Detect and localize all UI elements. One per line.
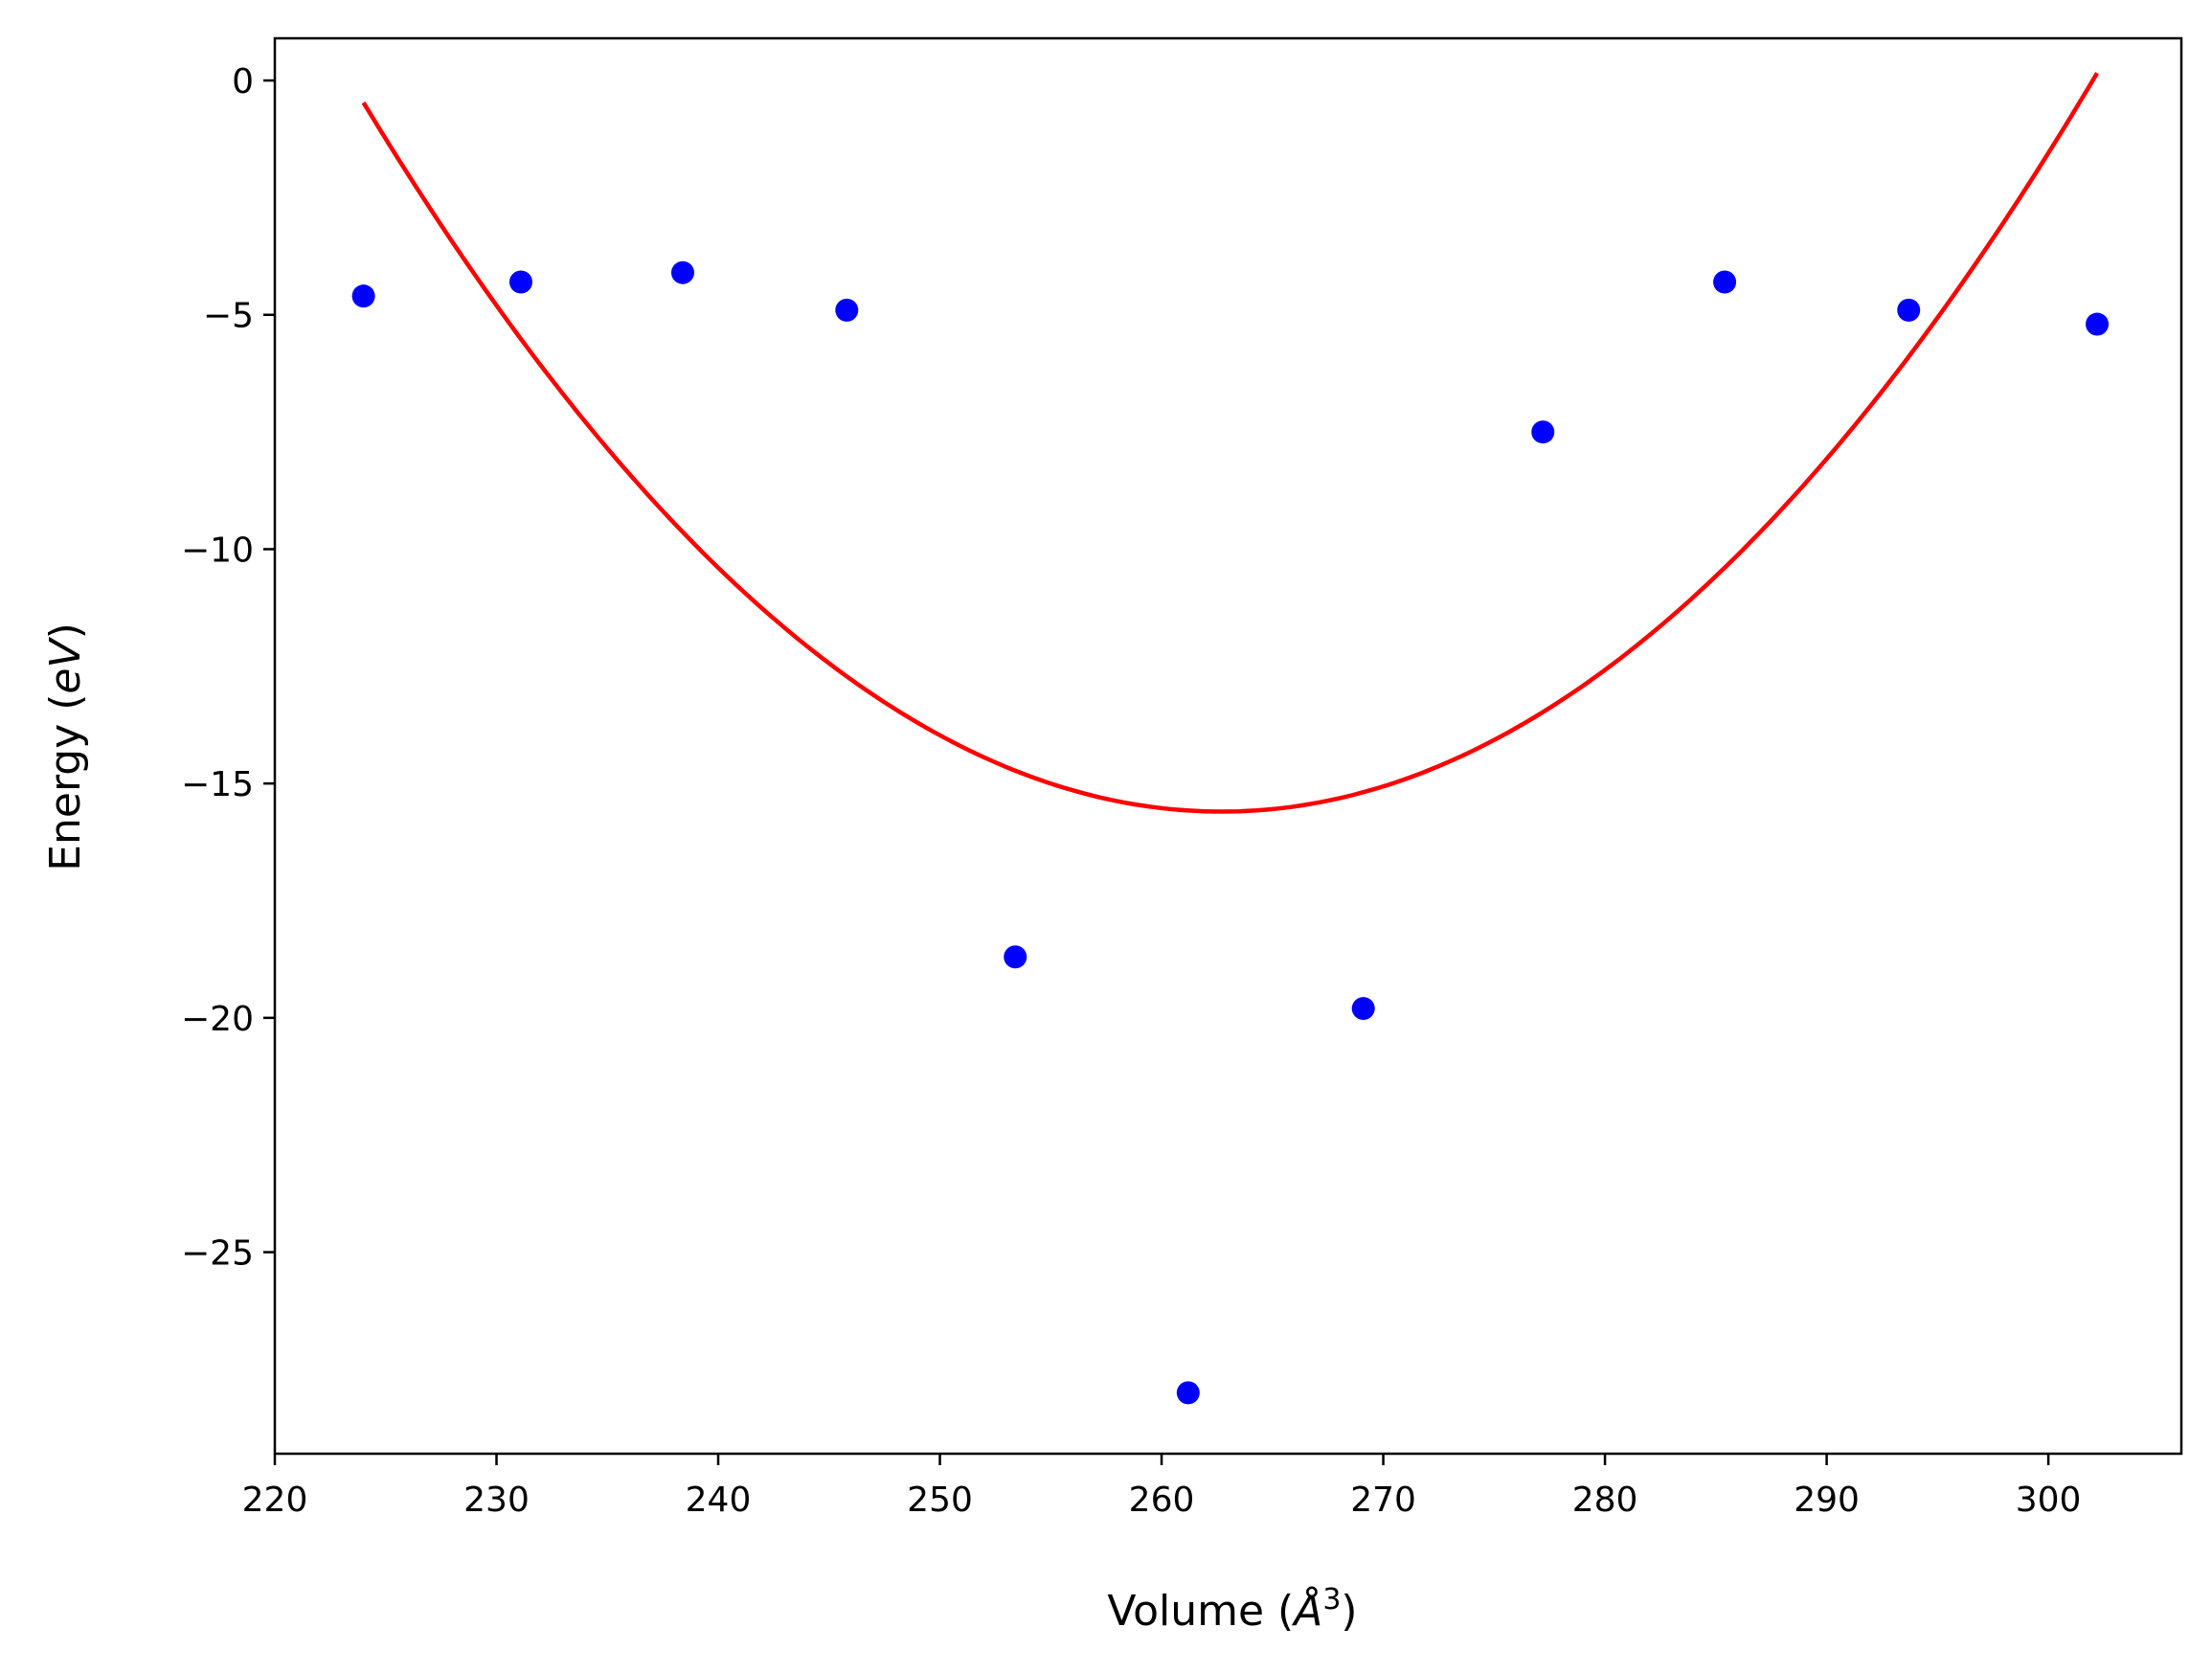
data-point [1897,298,1921,322]
y-tick-label: −15 [181,765,254,804]
data-point [1531,420,1555,444]
y-tick-label: −20 [181,1000,254,1039]
x-axis: 220 230 240 250 260 270 280 290 300 [242,1454,2082,1520]
x-tick-label: 290 [1794,1481,1860,1520]
x-tick-label: 260 [1129,1481,1195,1520]
y-tick-label: −10 [181,531,254,570]
fit-curve-layer [361,72,2099,814]
x-tick-label: 300 [2016,1481,2082,1520]
data-point [508,270,532,294]
y-tick-label: 0 [232,62,254,102]
data-point [1713,270,1737,294]
y-tick-label: −5 [203,297,254,336]
data-point [835,298,859,322]
y-axis: 0 −5 −10 −15 −20 −25 [181,62,275,1274]
y-axis-title: Energy (eV) [41,622,90,871]
x-tick-label: 280 [1572,1481,1638,1520]
data-point [1004,945,1027,969]
x-axis-title: Volume (Å3) [1107,1583,1357,1637]
x-tick-label: 250 [907,1481,973,1520]
plot-area [273,36,2183,1456]
x-tick-label: 230 [463,1481,530,1520]
data-point [2086,312,2110,336]
fit-curve [361,72,2099,814]
data-point [351,284,375,308]
data-point [1351,997,1375,1021]
x-tick-label: 220 [242,1481,308,1520]
data-point [1176,1381,1200,1405]
data-points-layer [351,260,2110,1405]
x-tick-label: 270 [1350,1481,1416,1520]
data-point [670,260,694,284]
x-tick-label: 240 [686,1481,752,1520]
y-tick-label: −25 [181,1234,254,1274]
plot-frame [273,36,2183,1456]
